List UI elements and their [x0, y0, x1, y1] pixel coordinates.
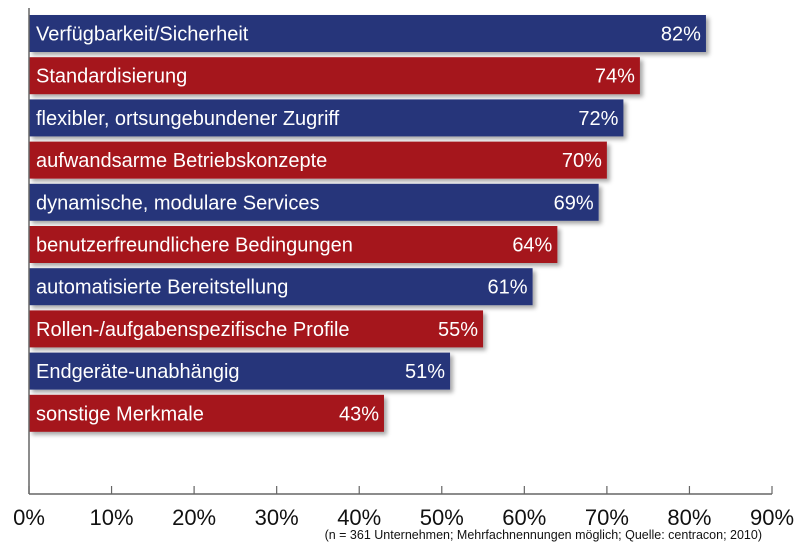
value-label: 72%: [578, 108, 618, 130]
bar: [29, 268, 533, 306]
x-tick-label: 50%: [420, 505, 464, 530]
value-label: 51%: [405, 361, 445, 383]
x-tick-label: 20%: [172, 505, 216, 530]
bar: [29, 99, 624, 137]
category-label: Endgeräte-unabhängig: [36, 361, 240, 383]
x-tick-label: 90%: [750, 505, 794, 530]
footnote: (n = 361 Unternehmen; Mehrfachnennungen …: [324, 528, 762, 542]
bar: [29, 15, 706, 52]
bar: [29, 141, 607, 179]
bar-group: Rollen-/aufgabenspezifische Profile 55%: [29, 310, 484, 348]
category-label: Rollen-/aufgabenspezifische Profile: [36, 319, 350, 341]
x-tick-label: 30%: [255, 505, 299, 530]
category-label: dynamische, modulare Services: [36, 192, 319, 214]
category-label: sonstige Merkmale: [36, 403, 204, 425]
value-label: 74%: [595, 66, 635, 88]
x-tick-label: 60%: [502, 505, 546, 530]
bar: [29, 310, 484, 348]
bar: [29, 394, 384, 432]
bar-group: Standardisierung 74%: [29, 57, 640, 95]
value-label: 61%: [488, 277, 528, 299]
bar-group: automatisierte Bereitstellung 61%: [29, 268, 533, 306]
x-tick-label: 0%: [13, 505, 45, 530]
bar: [29, 226, 558, 263]
category-label: automatisierte Bereitstellung: [36, 277, 288, 299]
bar: [29, 352, 451, 390]
bar-group: aufwandsarme Betriebskonzepte 70%: [29, 141, 607, 179]
x-tick-label: 40%: [337, 505, 381, 530]
bar: [29, 183, 599, 221]
bar-group: benutzerfreundlichere Bedingungen 64%: [29, 226, 558, 263]
value-label: 55%: [438, 319, 478, 341]
bar-group: Verfügbarkeit/Sicherheit 82%: [29, 15, 706, 52]
bar-group: dynamische, modulare Services 69%: [29, 183, 599, 221]
category-label: flexibler, ortsungebundener Zugriff: [36, 108, 340, 130]
x-tick-label: 80%: [667, 505, 711, 530]
category-label: Verfügbarkeit/Sicherheit: [36, 24, 249, 46]
x-tick-label: 70%: [585, 505, 629, 530]
value-label: 64%: [512, 235, 552, 257]
bar-group: flexibler, ortsungebundener Zugriff 72%: [29, 99, 624, 137]
category-label: aufwandsarme Betriebskonzepte: [36, 150, 327, 172]
value-label: 43%: [339, 403, 379, 425]
value-label: 82%: [661, 24, 701, 46]
category-label: benutzerfreundlichere Bedingungen: [36, 235, 353, 257]
bar-group: Endgeräte-unabhängig 51%: [29, 352, 451, 390]
bar: [29, 57, 640, 95]
value-label: 69%: [554, 192, 594, 214]
bar-group: sonstige Merkmale 43%: [29, 394, 384, 432]
x-tick-label: 10%: [90, 505, 134, 530]
category-label: Standardisierung: [36, 66, 187, 88]
value-label: 70%: [562, 150, 602, 172]
